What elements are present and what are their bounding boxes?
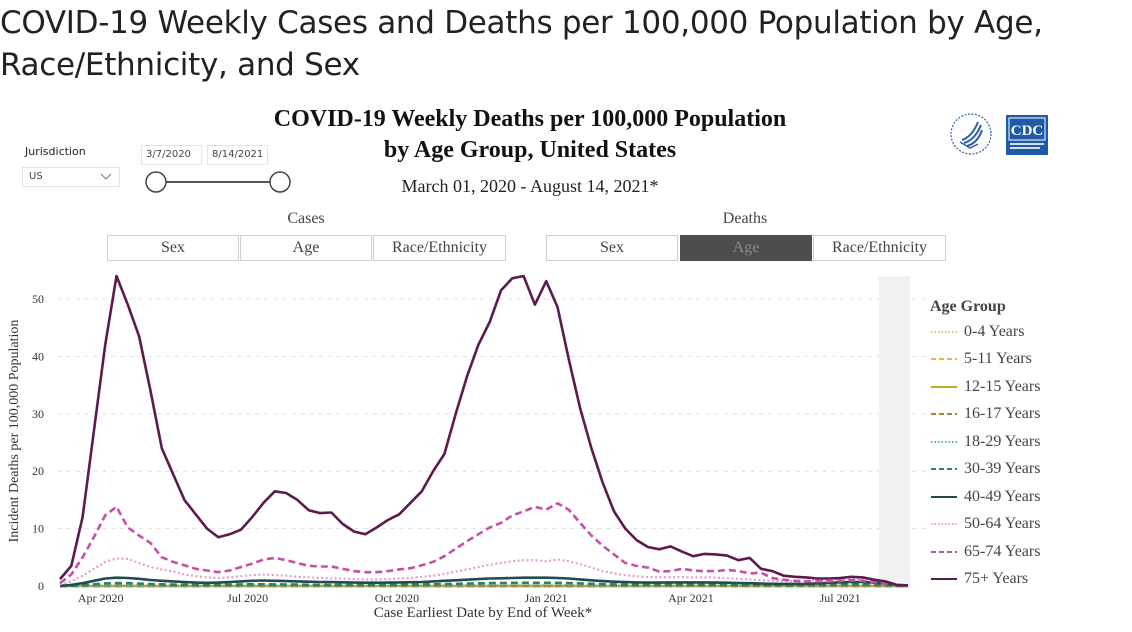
x-axis-ticks: Apr 2020 Jul 2020 Oct 2020 Jan 2021 Apr 2021… (78, 591, 861, 605)
hhs-logo-icon (950, 113, 992, 155)
y-tick-label: 30 (32, 407, 44, 421)
deaths-group-label: Deaths (722, 210, 768, 227)
legend-item[interactable]: 40-49 Years (930, 483, 1040, 511)
x-tick-label: Jul 2020 (227, 591, 268, 605)
legend-swatch-icon (931, 578, 957, 581)
legend-swatch-icon (931, 468, 957, 471)
legend-swatch-icon (931, 523, 957, 526)
legend-item[interactable]: 30-39 Years (930, 456, 1040, 484)
legend: Age Group 0-4 Years 5-11 Years 12-15 Years… (930, 298, 1040, 593)
y-tick-label: 40 (32, 349, 44, 363)
legend-swatch-icon (931, 440, 957, 443)
legend-label: 40-49 Years (964, 487, 1041, 505)
cases-group-label: Cases (287, 210, 325, 227)
y-tick-label: 0 (38, 579, 44, 593)
tab-cases-sex[interactable]: Sex (107, 235, 239, 261)
chevron-down-icon (100, 173, 112, 180)
jurisdiction-value: US (29, 171, 43, 182)
series-line-75-years (59, 274, 909, 587)
chart-subtitle: March 01, 2020 - August 14, 2021* (401, 176, 659, 196)
y-tick-label: 20 (32, 464, 44, 478)
legend-swatch-icon (931, 413, 957, 416)
x-tick-label: Apr 2021 (668, 591, 714, 605)
y-tick-label: 10 (32, 522, 44, 536)
legend-label: 18-29 Years (964, 432, 1041, 450)
incomplete-data-shade (878, 276, 910, 588)
series-line-50-64-years (59, 557, 909, 587)
jurisdiction-label: Jurisdiction (25, 145, 86, 158)
legend-title: Age Group (930, 298, 1006, 315)
series-lines (59, 274, 909, 588)
slider-handle-end[interactable] (269, 171, 291, 193)
date-start-input[interactable]: 3/7/2020 (141, 145, 202, 165)
x-tick-label: Oct 2020 (375, 591, 419, 605)
series-line-40-49-years (59, 576, 909, 587)
legend-label: 75+ Years (964, 570, 1029, 588)
legend-swatch-icon (931, 358, 957, 361)
legend-label: 16-17 Years (964, 405, 1041, 423)
y-axis-ticks: 0 10 20 30 40 50 (32, 292, 44, 593)
gridlines (57, 298, 930, 530)
y-tick-label: 50 (32, 292, 44, 306)
legend-label: 12-15 Years (964, 377, 1041, 395)
legend-label: 5-11 Years (964, 350, 1032, 368)
x-tick-label: Jan 2021 (525, 591, 568, 605)
chart-title: COVID-19 Weekly Deaths per 100,000 Popul… (200, 104, 860, 166)
legend-label: 50-64 Years (964, 515, 1041, 533)
legend-item[interactable]: 18-29 Years (930, 428, 1040, 456)
tab-cases-age[interactable]: Age (240, 235, 372, 261)
legend-item[interactable]: 65-74 Years (930, 538, 1040, 566)
tab-cases-race-ethnicity[interactable]: Race/Ethnicity (373, 235, 506, 261)
page-title: COVID-19 Weekly Cases and Deaths per 100… (0, 5, 1043, 83)
date-end-input[interactable]: 8/14/2021 (207, 145, 268, 165)
cdc-logo-text: CDC (1011, 123, 1044, 139)
chart-title-line1: COVID-19 Weekly Deaths per 100,000 Popul… (273, 106, 787, 132)
y-axis-label: Incident Deaths per 100,000 Population (7, 320, 22, 543)
x-tick-label: Apr 2020 (78, 591, 124, 605)
tab-deaths-age[interactable]: Age (680, 235, 812, 261)
chart-title-line2: by Age Group, United States (383, 137, 677, 163)
x-tick-label: Jul 2021 (820, 591, 861, 605)
legend-label: 65-74 Years (964, 542, 1041, 560)
legend-swatch-icon (931, 330, 957, 333)
legend-swatch-icon (931, 385, 957, 388)
legend-item[interactable]: 50-64 Years (930, 511, 1040, 539)
legend-item[interactable]: 0-4 Years (930, 318, 1040, 346)
legend-label: 0-4 Years (964, 322, 1025, 340)
legend-swatch-icon (931, 495, 957, 498)
jurisdiction-dropdown[interactable]: US (22, 167, 120, 187)
legend-label: 30-39 Years (964, 460, 1041, 478)
deaths-line-chart: 0 10 20 30 40 50 Apr 2020 Jul 2020 Oct 2020 Jan … (7, 274, 930, 621)
date-range-slider[interactable] (144, 170, 292, 194)
cdc-logo-icon: CDC (1006, 115, 1048, 155)
agency-logos: CDC (950, 113, 1048, 155)
legend-item[interactable]: 12-15 Years (930, 373, 1040, 401)
slider-handle-start[interactable] (145, 171, 167, 193)
x-axis-label: Case Earliest Date by End of Week* (374, 605, 592, 621)
legend-item[interactable]: 16-17 Years (930, 401, 1040, 429)
series-line-30-39-years (59, 581, 909, 588)
legend-item[interactable]: 5-11 Years (930, 346, 1040, 374)
tab-deaths-sex[interactable]: Sex (546, 235, 678, 261)
series-line-65-74-years (59, 501, 909, 587)
tab-deaths-race-ethnicity[interactable]: Race/Ethnicity (813, 235, 946, 261)
legend-item[interactable]: 75+ Years (930, 566, 1040, 594)
legend-swatch-icon (931, 550, 957, 553)
